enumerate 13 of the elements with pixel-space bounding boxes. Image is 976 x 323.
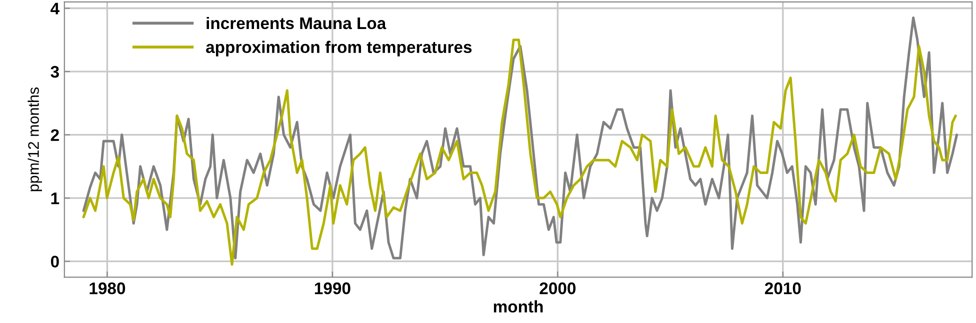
y-tick-label: 4 [50, 2, 60, 14]
x-tick-label: 2000 [540, 282, 576, 294]
x-tick-label: 2010 [764, 282, 801, 294]
y-tick-label: 1 [51, 192, 60, 204]
y-axis-title: ppm/12 months [28, 87, 42, 192]
y-tick-label: 3 [50, 66, 59, 78]
y-tick-label: 2 [50, 129, 59, 141]
x-axis-title: month [494, 300, 543, 313]
x-tick-label: 1990 [314, 282, 350, 294]
legend-label: approximation from temperatures [206, 40, 472, 56]
x-tick-label: 1980 [90, 282, 126, 294]
legend-label: increments Mauna Loa [206, 16, 386, 30]
y-tick-label: 0 [50, 256, 59, 268]
